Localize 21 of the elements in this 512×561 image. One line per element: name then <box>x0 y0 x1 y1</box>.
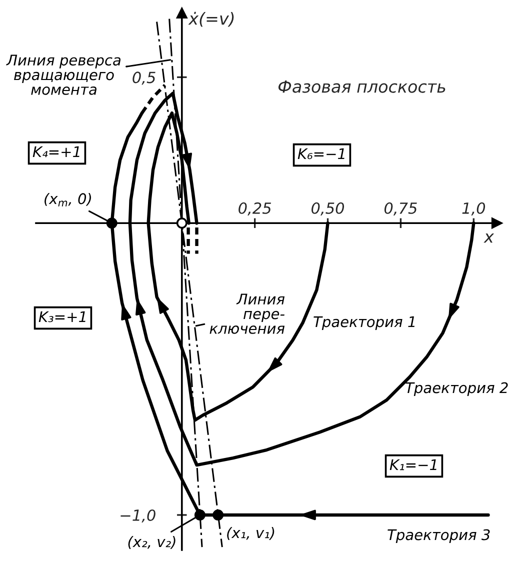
annotation: K₄=+1 <box>32 146 80 158</box>
x-tick-label: 1,0 <box>462 202 486 216</box>
x-tick-label: 0,75 <box>384 202 417 216</box>
annotation: (x₁, v₁) <box>227 526 274 540</box>
x-tick-label: 0,50 <box>312 202 344 216</box>
x-axis-title: x <box>484 233 494 243</box>
x-tick-label: 0,25 <box>238 202 271 216</box>
annotation: Линия реверса вращающего момента <box>6 54 120 95</box>
annotation: K₃=+1 <box>38 311 86 322</box>
y-axis-title: ẋ(=v) <box>188 12 234 27</box>
text: Фазовая плоскость <box>278 80 446 93</box>
series-label: Траектория 2 <box>406 382 508 396</box>
series-label: Траектория 3 <box>388 529 490 544</box>
annotation: K₁=−1 <box>390 459 436 470</box>
annotation: (x₂, v₂) <box>128 536 176 549</box>
annotation: Линия пере- ключения <box>210 294 285 334</box>
series-label: Траектория 1 <box>314 316 415 330</box>
y-tick-label: −1,0 <box>120 509 156 523</box>
y-tick-label: 0,5 <box>132 72 156 85</box>
annotation: K₆=−1 <box>298 148 344 160</box>
annotation: (x$_{m}$, 0) <box>44 192 91 206</box>
